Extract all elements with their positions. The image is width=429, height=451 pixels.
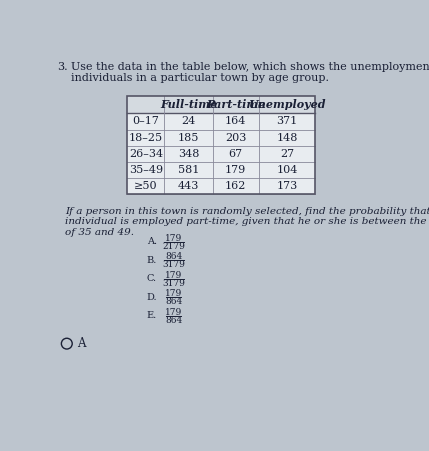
Text: 179: 179 (225, 165, 246, 175)
Text: 179: 179 (165, 289, 182, 298)
Text: ≥50: ≥50 (134, 181, 158, 191)
Bar (127, 97, 315, 113)
Text: 24: 24 (181, 116, 196, 126)
Text: 348: 348 (178, 149, 199, 159)
Text: 148: 148 (276, 133, 298, 143)
Text: 864: 864 (165, 252, 182, 261)
Text: individual is employed part-time, given that he or she is between the ages: individual is employed part-time, given … (65, 217, 429, 226)
Text: E.: E. (147, 312, 157, 320)
Text: C.: C. (147, 275, 157, 284)
Text: A.: A. (147, 238, 157, 247)
Text: B.: B. (147, 256, 157, 265)
Text: 3.: 3. (57, 62, 68, 72)
Text: 104: 104 (276, 165, 298, 175)
Text: 864: 864 (165, 316, 182, 325)
Text: 35–49: 35–49 (129, 165, 163, 175)
Text: individuals in a particular town by age group.: individuals in a particular town by age … (71, 73, 329, 83)
Text: 164: 164 (225, 116, 246, 126)
Text: Unemployed: Unemployed (248, 99, 326, 110)
Text: 3179: 3179 (162, 260, 185, 269)
Text: 2179: 2179 (162, 242, 185, 251)
Text: 162: 162 (225, 181, 246, 191)
Text: 179: 179 (165, 234, 182, 243)
Text: A: A (77, 337, 85, 350)
Text: 173: 173 (276, 181, 298, 191)
Text: 0–17: 0–17 (133, 116, 159, 126)
Text: 3179: 3179 (162, 279, 185, 288)
Text: 185: 185 (178, 133, 199, 143)
Text: If a person in this town is randomly selected, find the probability that the: If a person in this town is randomly sel… (65, 207, 429, 216)
Bar (127, 113, 315, 194)
Text: Use the data in the table below, which shows the unemployment status of: Use the data in the table below, which s… (71, 62, 429, 72)
Text: 371: 371 (276, 116, 298, 126)
Text: of 35 and 49.: of 35 and 49. (65, 228, 134, 237)
Text: 179: 179 (165, 271, 182, 280)
Text: D.: D. (147, 293, 157, 302)
Text: 67: 67 (229, 149, 243, 159)
Text: 864: 864 (165, 297, 182, 306)
Text: 179: 179 (165, 308, 182, 317)
Text: Full-time: Full-time (160, 99, 217, 110)
Bar (127, 97, 315, 194)
Text: 581: 581 (178, 165, 199, 175)
Text: 27: 27 (280, 149, 294, 159)
Text: 203: 203 (225, 133, 246, 143)
Text: 18–25: 18–25 (129, 133, 163, 143)
Text: Part-time: Part-time (206, 99, 266, 110)
Text: 26–34: 26–34 (129, 149, 163, 159)
Text: 443: 443 (178, 181, 199, 191)
